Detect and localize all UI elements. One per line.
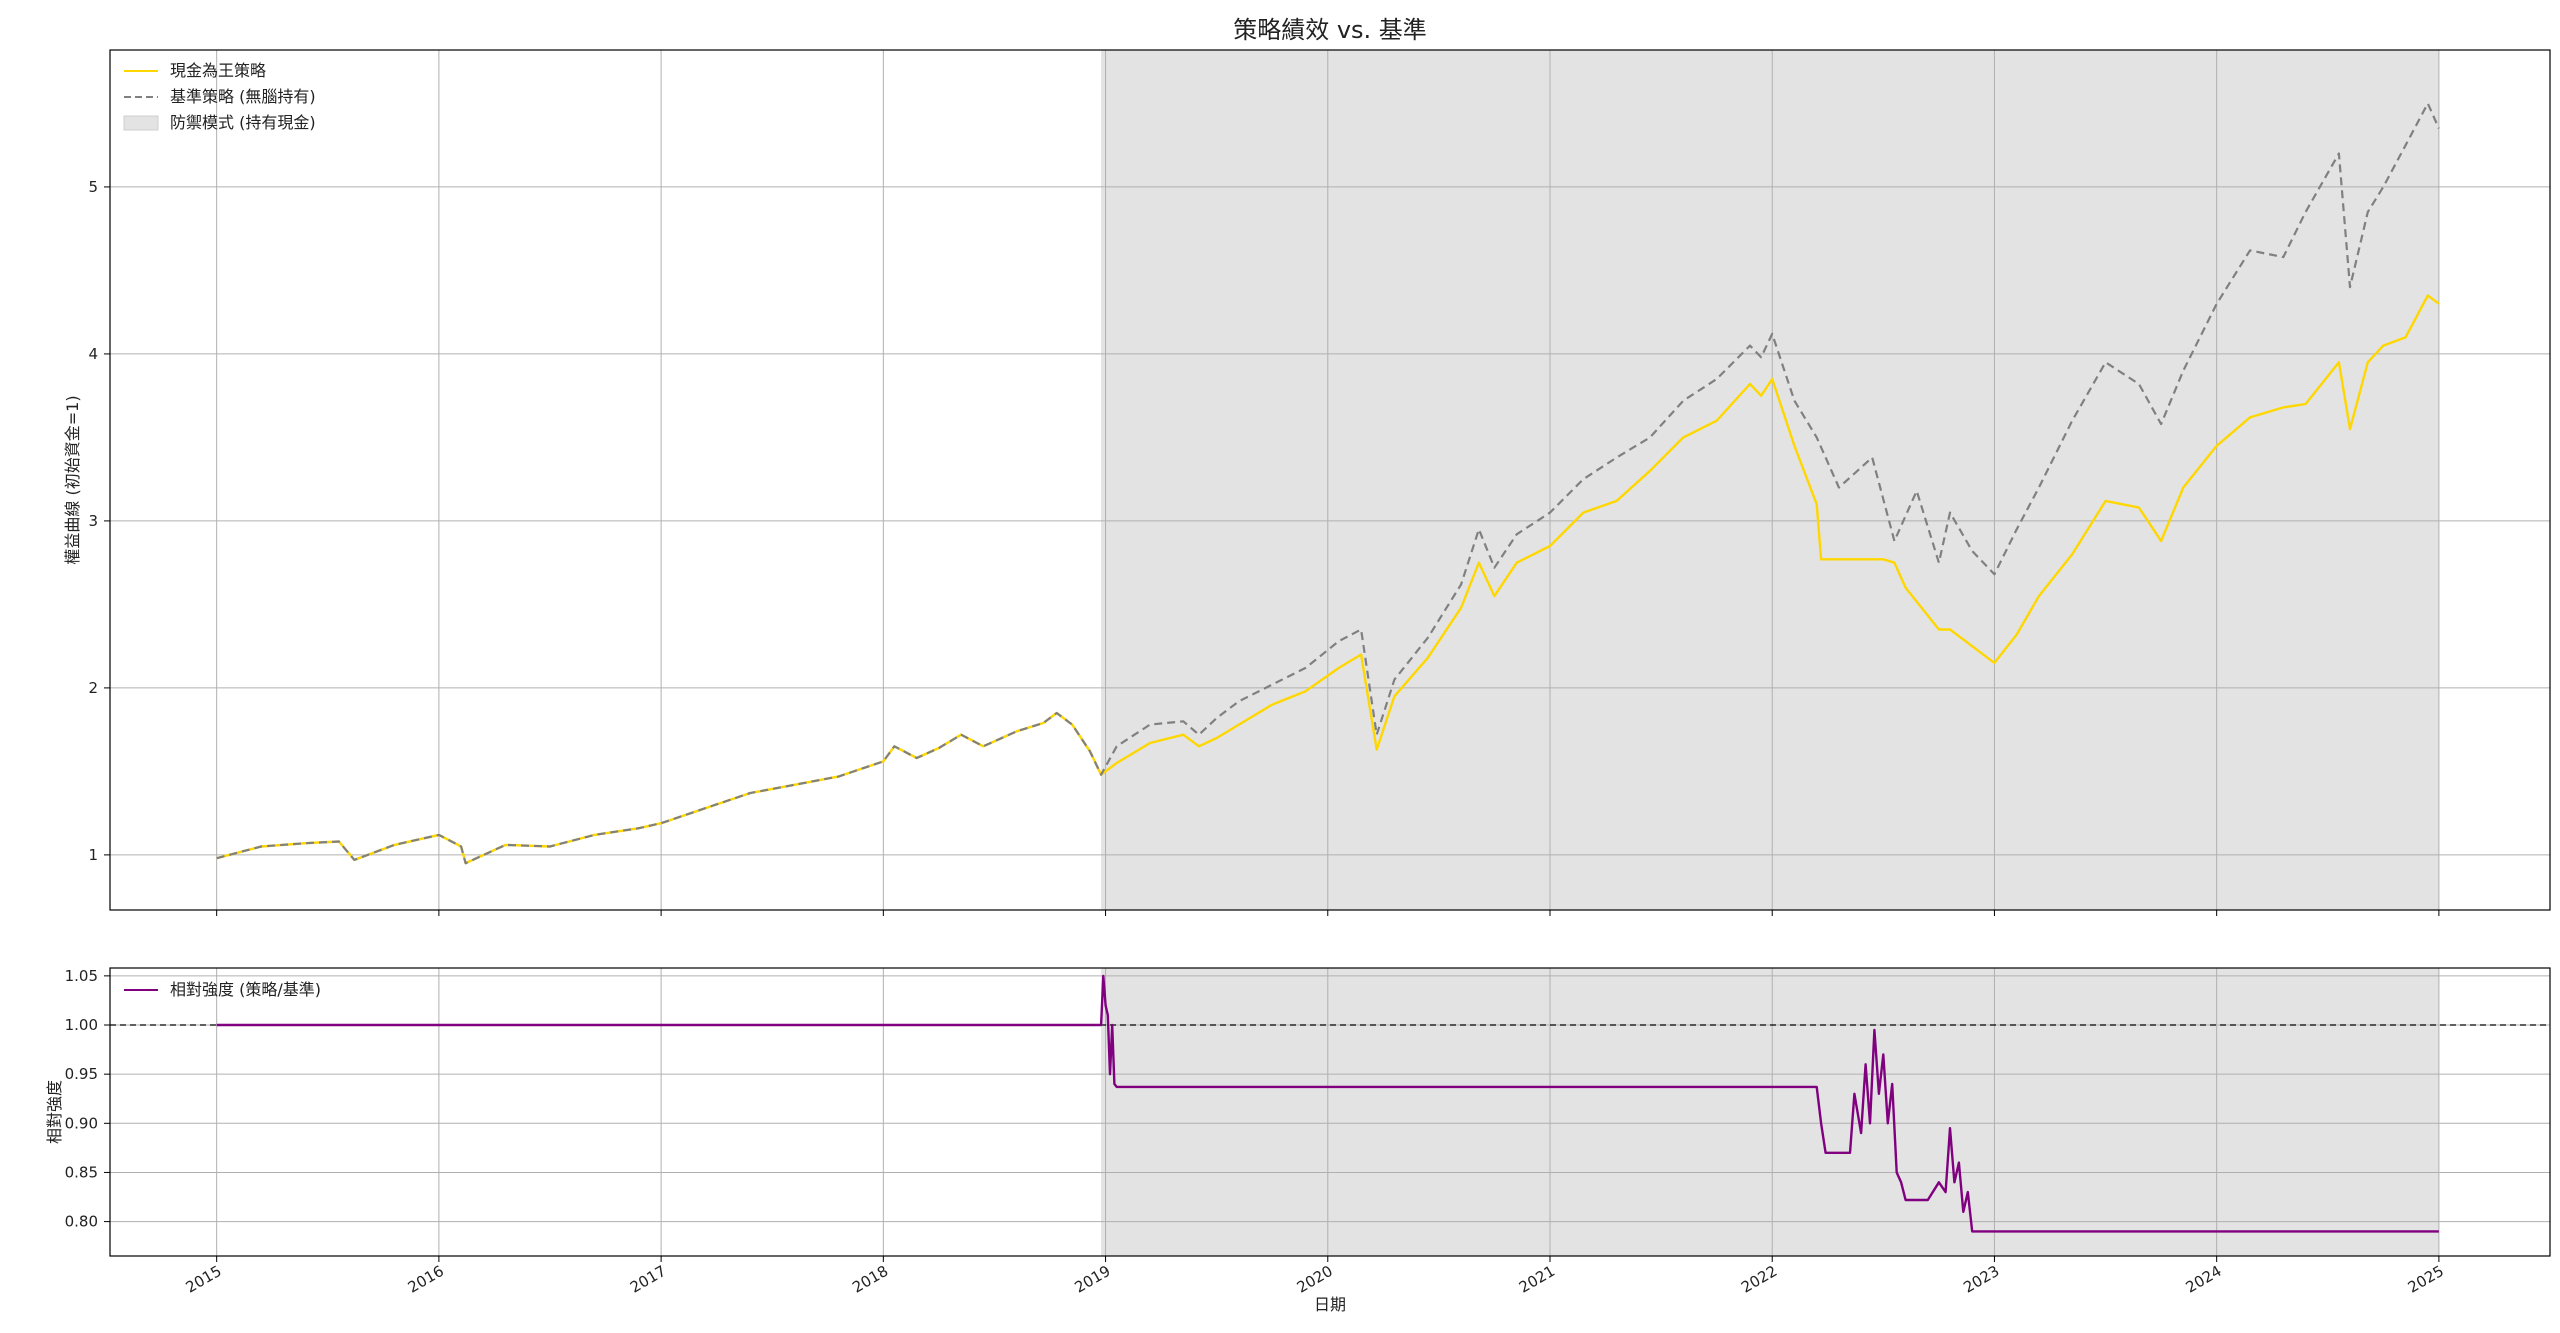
- legend-label-relative-strength: 相對強度 (策略/基準): [170, 980, 321, 999]
- legend-label-strategy: 現金為王策略: [170, 61, 266, 80]
- y-tick-label: 0.95: [65, 1065, 98, 1083]
- bottom-y-ticks: 0.80 0.85 0.90 0.95 1.00 1.05: [65, 967, 110, 1231]
- top-x-ticks: [216, 910, 2440, 916]
- y-tick-label: 2: [88, 679, 98, 697]
- x-axis-label: 日期: [1314, 1295, 1346, 1314]
- y-tick-label: 3: [88, 512, 98, 530]
- top-axes: 1 2 3 4 5 權益曲線 (初始資金=1) 現金為王策略 基準策略 (無腦持有) 防…: [63, 49, 2551, 916]
- top-y-ticks: 1 2 3 4 5: [88, 178, 110, 864]
- legend-swatch-defense: [123, 115, 159, 131]
- bottom-series: [216, 974, 2439, 1233]
- defense-mode-band: [1101, 968, 2439, 1256]
- bottom-axes: 0.800.850.900.951.001.05 2015 2016 2017 201…: [45, 967, 2551, 1314]
- y-tick-label: 5: [88, 178, 98, 196]
- legend-label-defense: 防禦模式 (持有現金): [170, 113, 316, 132]
- bottom-legend: 相對強度 (策略/基準): [124, 980, 321, 999]
- y-tick-label: 1.05: [65, 967, 98, 985]
- bottom-axes-frame: [109, 967, 2551, 1257]
- defense-mode-band: [1101, 50, 2439, 910]
- y-tick-label: 1: [88, 846, 98, 864]
- relative-strength-series: [216, 974, 2439, 1233]
- y-tick-label: 1.00: [65, 1016, 98, 1034]
- bottom-defense-region: [1101, 968, 2439, 1256]
- top-y-axis-label: 權益曲線 (初始資金=1): [63, 395, 82, 564]
- y-tick-label: 0.90: [65, 1114, 98, 1132]
- top-series: [216, 102, 2440, 865]
- chart-title: 策略績效 vs. 基準: [1233, 16, 1427, 44]
- legend-label-benchmark: 基準策略 (無腦持有): [170, 87, 316, 106]
- top-axes-frame: [109, 49, 2551, 911]
- top-legend: 現金為王策略 基準策略 (無腦持有) 防禦模式 (持有現金): [123, 61, 316, 132]
- bottom-y-axis-label: 相對強度: [45, 1080, 64, 1144]
- y-tick-label: 0.80: [65, 1213, 98, 1231]
- y-tick-label: 0.85: [65, 1163, 98, 1181]
- top-defense-region: [1101, 50, 2439, 910]
- top-grid: [110, 50, 2550, 910]
- y-tick-label: 4: [88, 345, 98, 363]
- benchmark-series: [216, 102, 2440, 865]
